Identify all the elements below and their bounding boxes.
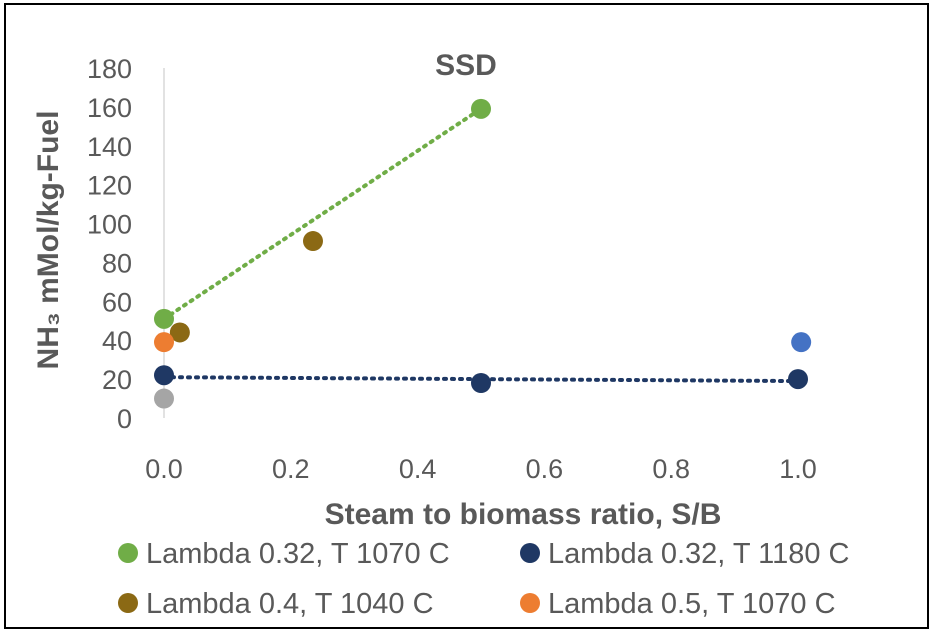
data-point — [302, 231, 323, 252]
y-tick-label: 40 — [102, 326, 132, 356]
legend-marker — [118, 593, 138, 613]
legend: Lambda 0.32, T 1070 C Lambda 0.32, T 1180… — [118, 538, 850, 620]
x-axis-title: Steam to biomass ratio, S/B — [325, 498, 722, 531]
trendlines — [162, 106, 800, 384]
data-point — [471, 98, 491, 119]
data-point — [154, 308, 174, 329]
legend-marker — [118, 543, 138, 563]
data-point — [154, 365, 174, 386]
chart-title: SSD — [435, 49, 497, 82]
y-tick-label: 160 — [87, 93, 132, 123]
legend-label: Lambda 0.5, T 1070 C — [548, 588, 836, 620]
y-axis-title: NH₃ mMol/kg-Fuel — [32, 111, 65, 370]
y-tick-label: 180 — [87, 54, 132, 84]
x-tick-labels: 0.0 0.2 0.4 0.6 0.8 1.0 — [145, 454, 817, 484]
data-points — [154, 98, 812, 409]
x-tick-label: 0.8 — [652, 454, 690, 484]
legend-label: Lambda 0.4, T 1040 C — [146, 588, 434, 620]
data-point — [154, 332, 174, 353]
x-tick-label: 0.0 — [145, 454, 183, 484]
legend-label: Lambda 0.32, T 1070 C — [146, 538, 450, 570]
trendline — [162, 106, 483, 321]
data-point — [154, 388, 174, 409]
y-tick-labels: 0 20 40 60 80 100 120 140 160 180 — [87, 54, 132, 434]
y-tick-label: 140 — [87, 132, 132, 162]
data-point — [169, 322, 190, 343]
y-tick-label: 60 — [102, 287, 132, 317]
x-tick-label: 1.0 — [779, 454, 817, 484]
y-tick-label: 120 — [87, 171, 132, 201]
data-point — [788, 369, 808, 390]
y-tick-label: 100 — [87, 210, 132, 240]
x-tick-label: 0.2 — [272, 454, 310, 484]
trendline — [162, 375, 800, 384]
legend-marker — [520, 593, 540, 613]
data-point — [471, 373, 491, 393]
x-tick-label: 0.6 — [526, 454, 564, 484]
y-tick-label: 20 — [102, 365, 132, 395]
y-tick-label: 80 — [102, 248, 132, 278]
data-point — [791, 332, 812, 353]
x-tick-label: 0.4 — [399, 454, 437, 484]
y-tick-label: 0 — [117, 404, 132, 434]
legend-label: Lambda 0.32, T 1180 C — [548, 538, 850, 570]
legend-marker — [520, 543, 540, 563]
